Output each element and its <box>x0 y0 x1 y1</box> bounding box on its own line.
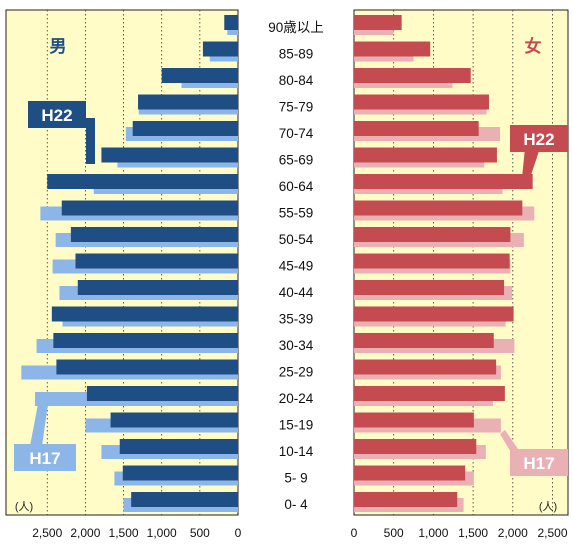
male-h22-bar <box>122 465 238 481</box>
female-h22-bar <box>354 386 505 401</box>
age-group-label: 55-59 <box>279 206 314 221</box>
female-h22-bar <box>354 333 494 348</box>
age-group-label: 35-39 <box>279 312 314 327</box>
female-h22-bar <box>354 492 458 507</box>
age-group-label: 40-44 <box>279 285 314 300</box>
female-axis-tick-label: 2,000 <box>498 526 528 540</box>
age-group-label: 10-14 <box>279 444 314 459</box>
male-h22-bar <box>75 253 238 269</box>
female-h22-bar <box>354 465 466 481</box>
male-panel-label: 男 <box>50 37 67 56</box>
female-axis-tick-label: 1,000 <box>418 526 448 540</box>
female-h17-callout-pointer <box>500 430 520 454</box>
male-h22-bar <box>132 121 238 136</box>
age-group-label: 80-84 <box>279 73 314 88</box>
age-group-label: 50-54 <box>279 232 314 247</box>
age-group-label: 20-24 <box>279 391 314 406</box>
female-h17-callout-label: H17 <box>523 454 554 473</box>
female-h22-bar <box>354 200 523 216</box>
male-h22-bar <box>61 200 238 216</box>
female-axis-tick-label: 500 <box>384 526 404 540</box>
male-axis-tick-label: 2,500 <box>32 526 62 540</box>
male-h22-bar <box>138 94 238 110</box>
age-group-label: 45-49 <box>279 259 314 274</box>
male-h22-bar <box>131 492 238 507</box>
male-h22-bar <box>53 333 238 348</box>
male-axis-tick-label: 1,500 <box>109 526 139 540</box>
female-h22-callout-pointer <box>522 148 540 178</box>
male-h22-bar <box>86 386 239 401</box>
age-group-label: 5- 9 <box>284 471 307 486</box>
female-axis-tick-label: 1,500 <box>458 526 488 540</box>
female-h22-callout-label: H22 <box>523 130 554 149</box>
male-h22-callout-box <box>28 101 86 128</box>
female-h22-bar <box>354 147 497 163</box>
female-axis-tick-label: 2,500 <box>537 526 567 540</box>
male-axis-tick-label: 0 <box>235 526 242 540</box>
female-h22-bar <box>354 306 514 322</box>
male-unit-label: (人) <box>15 500 33 513</box>
female-h22-bar <box>354 68 471 83</box>
male-h22-callout-pointer <box>76 118 95 164</box>
male-h22-bar <box>202 41 238 57</box>
age-group-label: 0- 4 <box>284 497 308 512</box>
male-h22-bar <box>110 412 238 428</box>
female-unit-label: (人) <box>539 500 557 513</box>
male-axis-tick-label: 500 <box>190 526 210 540</box>
female-axis-tick-label: 0 <box>351 526 358 540</box>
female-h22-bar <box>354 280 505 295</box>
male-h22-bar <box>47 174 238 189</box>
age-group-label: 70-74 <box>279 126 314 141</box>
female-h22-bar <box>354 227 511 242</box>
female-h22-bar <box>354 412 474 428</box>
female-h22-bar <box>354 15 402 30</box>
age-group-label: 65-69 <box>279 153 314 168</box>
age-group-label: 60-64 <box>279 179 314 194</box>
male-h17-callout-box <box>14 444 76 471</box>
age-group-label: 25-29 <box>279 365 314 380</box>
male-h22-bar <box>51 306 238 322</box>
female-h22-bar <box>354 94 489 110</box>
male-h17-callout-label: H17 <box>29 449 60 468</box>
male-h22-bar <box>224 15 238 30</box>
male-axis-tick-label: 2,000 <box>70 526 100 540</box>
female-h17-callout-box <box>510 449 568 476</box>
age-group-label: 30-34 <box>279 338 314 353</box>
male-axis-tick-label: 1,000 <box>147 526 177 540</box>
age-group-label: 75-79 <box>279 100 314 115</box>
age-group-label: 90歳以上 <box>268 20 324 35</box>
male-h22-bar <box>119 439 238 454</box>
male-h22-callout-label: H22 <box>41 106 72 125</box>
age-group-label: 15-19 <box>279 418 314 433</box>
male-h22-bar <box>77 280 239 295</box>
female-panel-label: 女 <box>525 36 542 56</box>
male-h22-bar <box>56 359 238 375</box>
female-h22-callout-box <box>510 125 568 152</box>
female-h22-bar <box>354 439 477 454</box>
male-h22-bar <box>70 227 238 242</box>
male-h22-bar <box>101 147 238 163</box>
male-h17-callout-pointer <box>30 404 48 446</box>
female-h22-bar <box>354 121 479 136</box>
female-h22-bar <box>354 174 533 189</box>
male-h22-bar <box>161 68 238 83</box>
female-h22-bar <box>354 41 431 57</box>
female-h22-bar <box>354 253 510 269</box>
female-h22-bar <box>354 359 497 375</box>
age-group-label: 85-89 <box>279 47 314 62</box>
